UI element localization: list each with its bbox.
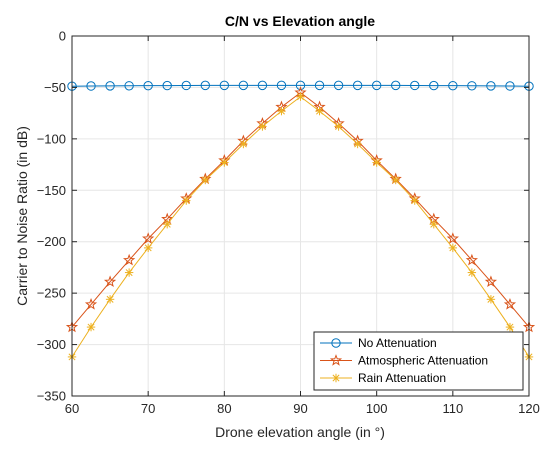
data-point [103,275,117,288]
data-point [467,268,477,277]
data-point [410,196,419,205]
data-point [257,80,268,91]
data-point [486,295,496,304]
chart-title: C/N vs Elevation angle [225,13,375,29]
legend-marker [331,338,341,348]
x-tick-label: 70 [141,401,155,416]
y-tick-label: −250 [37,286,66,301]
data-point [105,81,115,91]
data-point [239,139,248,149]
x-axis-label: Drone elevation angle (in °) [215,424,385,440]
data-point [505,322,515,332]
data-point [429,220,438,229]
data-point [446,232,459,244]
data-point [181,80,191,91]
data-point [467,81,477,91]
y-tick-label: −100 [37,131,66,146]
data-point [372,158,381,167]
data-point [201,175,210,185]
data-point [391,80,401,91]
data-point [334,122,343,131]
y-tick-label: −350 [37,389,66,404]
data-point [84,298,98,310]
data-point [486,81,496,91]
data-point [333,80,344,91]
x-tick-label: 100 [366,401,388,416]
data-point [391,175,400,185]
data-point [276,80,287,91]
data-point [503,298,517,310]
data-point [219,80,230,91]
data-point [143,243,153,253]
data-point [258,122,267,131]
x-tick-label: 90 [293,401,307,416]
y-axis-label: Carrier to Noise Ratio (in dB) [14,126,30,306]
data-point [86,322,96,332]
data-point [162,80,172,91]
data-point [484,275,498,288]
legend-entry: Rain Attenuation [320,371,446,385]
legend-entry: No Attenuation [320,336,437,350]
data-point [220,158,229,167]
y-tick-label: −150 [37,183,66,198]
data-point [429,80,439,91]
data-point [465,253,478,266]
y-tick-label: −50 [44,80,66,95]
series-line [71,84,530,87]
data-point [238,80,249,91]
y-tick-label: −300 [37,337,66,352]
x-tick-label: 80 [217,401,231,416]
legend: No Attenuation Atmospheric Attenuation Rai… [313,331,524,391]
data-point [295,80,306,91]
series-0 [67,80,534,91]
legend-entry: Atmospheric Attenuation [320,354,488,368]
ticks: 60 70 80 90 100 110 120 0 −50 −100 −150 −200 −250 −30… [37,29,540,417]
legend-label: No Attenuation [358,336,437,350]
legend-label: Atmospheric Attenuation [358,354,488,368]
data-point [353,139,362,149]
legend-marker [331,373,341,383]
data-point [123,253,136,266]
data-point [124,81,134,91]
data-point [200,80,210,91]
data-point [182,196,191,205]
data-point [86,81,96,91]
data-point [124,268,134,277]
data-point [142,232,155,244]
data-point [163,220,172,229]
x-tick-label: 110 [442,401,463,416]
data-point [410,80,420,91]
x-tick-label: 120 [518,401,540,416]
data-point [296,92,305,101]
data-point [448,243,458,253]
legend-marker [329,354,343,366]
legend-label: Rain Attenuation [358,371,446,385]
data-point [371,80,382,91]
data-point [505,81,515,91]
data-point [277,106,286,116]
y-tick-label: 0 [59,29,66,44]
data-point [105,295,115,304]
data-point [315,106,324,116]
x-tick-label: 60 [65,401,79,416]
y-tick-label: −200 [37,234,66,249]
data-point [314,80,325,91]
data-point [352,80,363,91]
data-point [143,80,153,91]
data-point [448,80,458,91]
